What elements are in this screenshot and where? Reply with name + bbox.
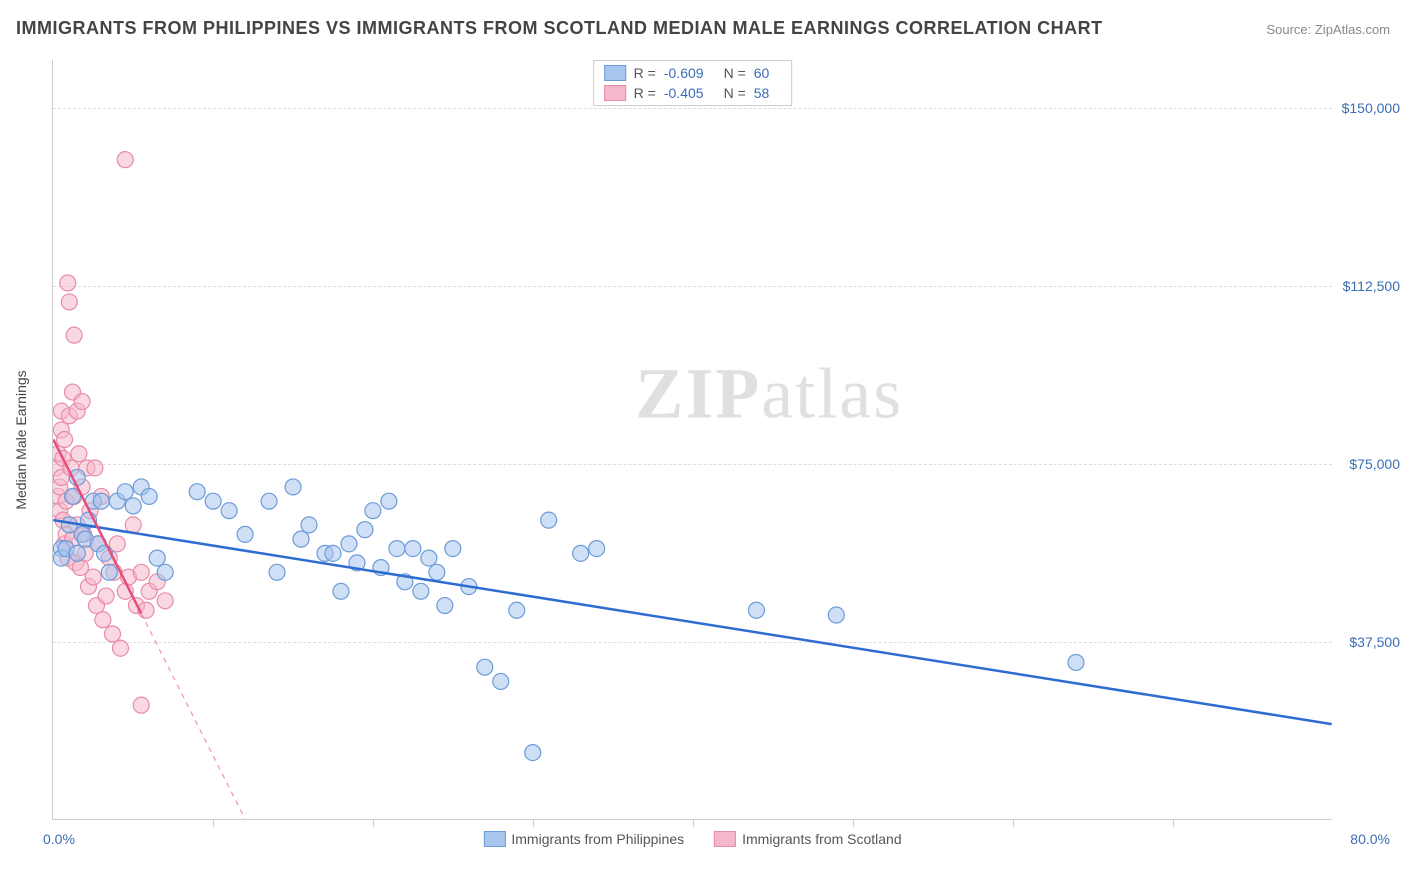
data-point: [57, 432, 73, 448]
data-point: [429, 564, 445, 580]
data-point: [357, 522, 373, 538]
data-point: [541, 512, 557, 528]
data-point: [325, 545, 341, 561]
source-attribution: Source: ZipAtlas.com: [1266, 22, 1390, 37]
data-point: [95, 612, 111, 628]
data-point: [85, 569, 101, 585]
data-point: [141, 488, 157, 504]
plot-area: Median Male Earnings ZIPatlas R = -0.609…: [52, 60, 1332, 820]
chart-container: IMMIGRANTS FROM PHILIPPINES VS IMMIGRANT…: [0, 0, 1406, 892]
data-point: [341, 536, 357, 552]
y-tick-label: $150,000: [1340, 100, 1400, 116]
swatch-scotland: [604, 85, 626, 101]
trend-line: [53, 520, 1331, 724]
data-point: [117, 484, 133, 500]
data-point: [205, 493, 221, 509]
data-point: [61, 294, 77, 310]
r-label: R =: [634, 65, 656, 81]
data-point: [293, 531, 309, 547]
swatch-scotland-icon: [714, 831, 736, 847]
data-point: [1068, 654, 1084, 670]
data-point: [71, 446, 87, 462]
data-point: [413, 583, 429, 599]
data-point: [333, 583, 349, 599]
data-point: [69, 545, 85, 561]
n-label: N =: [724, 65, 746, 81]
data-point: [389, 541, 405, 557]
x-tick: [373, 819, 374, 827]
r-value-scotland: -0.405: [664, 85, 704, 101]
legend-row-scotland: R = -0.405 N = 58: [604, 83, 782, 103]
data-point: [301, 517, 317, 533]
n-value-philippines: 60: [754, 65, 770, 81]
data-point: [125, 498, 141, 514]
x-axis-min-label: 0.0%: [43, 831, 75, 847]
r-label: R =: [634, 85, 656, 101]
y-tick-label: $112,500: [1340, 278, 1400, 294]
data-point: [133, 564, 149, 580]
x-axis-max-label: 80.0%: [1350, 831, 1390, 847]
data-point: [98, 588, 114, 604]
chart-title: IMMIGRANTS FROM PHILIPPINES VS IMMIGRANT…: [16, 18, 1103, 39]
legend-item-philippines: Immigrants from Philippines: [483, 831, 684, 847]
swatch-philippines-icon: [483, 831, 505, 847]
data-point: [93, 493, 109, 509]
x-tick: [533, 819, 534, 827]
trend-line-extrapolated: [141, 613, 245, 819]
x-tick: [1013, 819, 1014, 827]
data-point: [573, 545, 589, 561]
x-tick: [853, 819, 854, 827]
legend-label-philippines: Immigrants from Philippines: [511, 831, 684, 847]
data-point: [112, 640, 128, 656]
n-value-scotland: 58: [754, 85, 770, 101]
data-point: [237, 526, 253, 542]
data-point: [101, 564, 117, 580]
data-point: [381, 493, 397, 509]
data-point: [285, 479, 301, 495]
data-point: [828, 607, 844, 623]
r-value-philippines: -0.609: [664, 65, 704, 81]
data-point: [493, 673, 509, 689]
swatch-philippines: [604, 65, 626, 81]
data-point: [87, 460, 103, 476]
data-point: [60, 275, 76, 291]
data-point: [405, 541, 421, 557]
x-tick: [1173, 819, 1174, 827]
data-point: [261, 493, 277, 509]
legend-item-scotland: Immigrants from Scotland: [714, 831, 902, 847]
data-point: [117, 152, 133, 168]
data-point: [189, 484, 205, 500]
series-legend: Immigrants from Philippines Immigrants f…: [483, 831, 901, 847]
data-point: [445, 541, 461, 557]
data-point: [525, 745, 541, 761]
data-point: [221, 503, 237, 519]
data-point: [748, 602, 764, 618]
data-point: [66, 327, 82, 343]
data-point: [157, 564, 173, 580]
data-point: [421, 550, 437, 566]
data-point: [125, 517, 141, 533]
data-point: [133, 697, 149, 713]
x-tick: [213, 819, 214, 827]
data-point: [477, 659, 493, 675]
legend-row-philippines: R = -0.609 N = 60: [604, 63, 782, 83]
data-point: [437, 598, 453, 614]
data-point: [589, 541, 605, 557]
y-axis-title: Median Male Earnings: [13, 370, 29, 509]
data-point: [509, 602, 525, 618]
legend-label-scotland: Immigrants from Scotland: [742, 831, 902, 847]
data-point: [149, 550, 165, 566]
x-tick: [693, 819, 694, 827]
data-point: [157, 593, 173, 609]
y-tick-label: $37,500: [1340, 634, 1400, 650]
data-point: [365, 503, 381, 519]
data-point: [269, 564, 285, 580]
y-tick-label: $75,000: [1340, 456, 1400, 472]
correlation-legend: R = -0.609 N = 60 R = -0.405 N = 58: [593, 60, 793, 106]
data-point: [74, 394, 90, 410]
scatter-svg: [53, 60, 1332, 819]
n-label: N =: [724, 85, 746, 101]
data-point: [104, 626, 120, 642]
